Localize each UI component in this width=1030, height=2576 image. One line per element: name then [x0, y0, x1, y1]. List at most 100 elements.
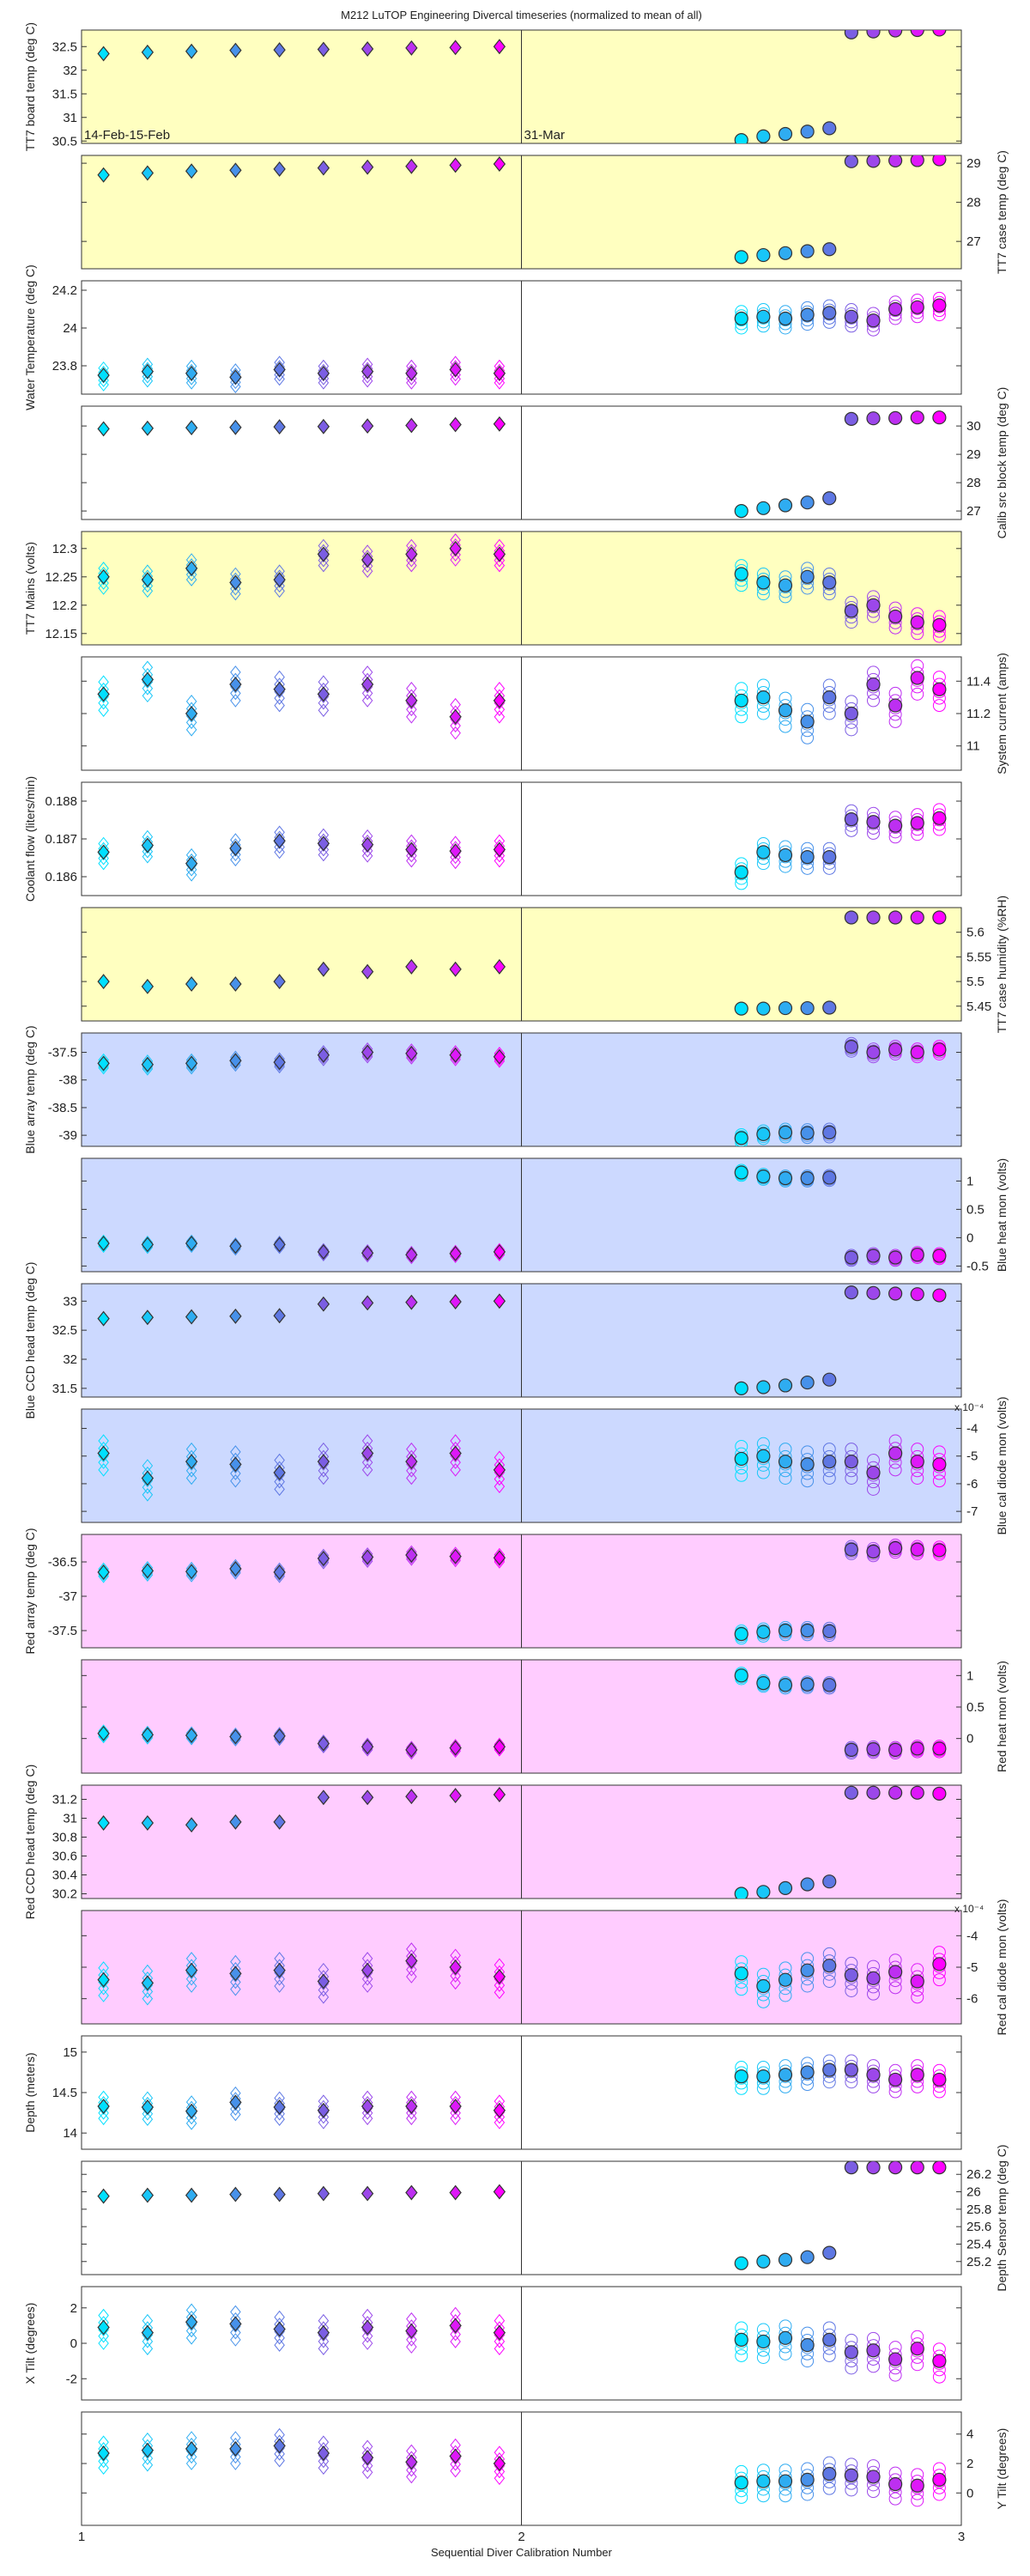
scatter-point-mean — [185, 560, 198, 576]
scatter-point-raw — [406, 2332, 417, 2347]
scatter-point-mean — [910, 2068, 924, 2082]
scatter-point-mean — [317, 365, 330, 381]
y-tick-label: -2 — [66, 2372, 77, 2386]
scatter-point-mean — [822, 850, 837, 865]
scatter-point-raw — [494, 854, 506, 868]
scatter-point-mean — [317, 1454, 330, 1470]
scatter-point-mean — [493, 2456, 506, 2471]
scatter-point-raw — [406, 2470, 417, 2484]
scatter-point-mean — [734, 250, 748, 264]
scatter-point-raw — [318, 2454, 330, 2469]
scatter-point-raw — [185, 1471, 197, 1485]
y-tick-label: 0.188 — [45, 794, 77, 809]
scatter-point-mean — [734, 1668, 748, 1683]
scatter-point-raw — [494, 2110, 506, 2124]
scatter-point-raw — [98, 2111, 109, 2125]
markers-group — [97, 1036, 947, 1146]
scatter-point-mean — [910, 30, 924, 38]
scatter-point-raw — [822, 2482, 836, 2495]
scatter-point-mean — [756, 2254, 771, 2269]
scatter-point-mean — [800, 1375, 815, 1390]
y-axis-label: System current (amps) — [995, 653, 1009, 775]
scatter-point-mean — [866, 2343, 881, 2358]
scatter-point-raw — [822, 707, 836, 720]
scatter-point-mean — [778, 1678, 793, 1692]
scatter-point-raw — [932, 699, 946, 713]
scatter-point-raw — [932, 1973, 946, 1987]
scatter-point-raw — [142, 1991, 154, 2006]
panel-10: 31.5 32 32.5 33 Blue CCD head temp (deg C) — [23, 1262, 962, 1419]
scatter-point-mean — [734, 2069, 748, 2084]
y-axis-label: TT7 case temp (deg C) — [995, 150, 1009, 274]
scatter-point-mean — [888, 2072, 903, 2087]
scatter-point-mean — [778, 498, 793, 513]
panel-12: -37.5 -37 -36.5 Red array temp (deg C) — [23, 1528, 962, 1655]
scatter-point-raw — [230, 2107, 241, 2122]
scatter-point-raw — [822, 1471, 836, 1485]
y-tick-label: -4 — [966, 1422, 978, 1437]
scatter-point-raw — [98, 696, 109, 710]
scatter-point-mean — [910, 2478, 924, 2493]
scatter-point-raw — [98, 1463, 109, 1477]
y-tick-label: 15 — [63, 2045, 77, 2060]
scatter-point-raw — [142, 1488, 154, 1502]
scatter-point-mean — [756, 1380, 771, 1394]
y-tick-label: 32 — [63, 64, 77, 78]
scatter-point-mean — [844, 1542, 858, 1557]
scatter-point-mean — [822, 1624, 837, 1638]
scatter-point-raw — [318, 1471, 330, 1485]
markers-group — [97, 1785, 947, 1899]
markers-group — [97, 659, 947, 744]
scatter-point-mean — [734, 567, 748, 581]
scatter-point-mean — [844, 1039, 858, 1054]
scatter-point-raw — [845, 2483, 858, 2497]
scatter-point-mean — [756, 1127, 771, 1141]
y-tick-label: 14.5 — [52, 2086, 77, 2100]
scatter-point-mean — [493, 1461, 506, 1478]
scatter-point-mean — [317, 961, 330, 977]
markers-group — [97, 2054, 947, 2130]
scatter-point-mean — [317, 1551, 330, 1566]
panel-13: 0 0.5 1 Red heat mon (volts) — [81, 1659, 1009, 1774]
scatter-point-mean — [778, 578, 793, 592]
scatter-point-mean — [97, 1445, 110, 1461]
y-tick-label: 30.5 — [52, 134, 77, 149]
scatter-point-raw — [230, 2450, 241, 2464]
scatter-point-raw — [361, 564, 373, 579]
scatter-point-mean — [273, 42, 286, 58]
scatter-point-raw — [450, 2111, 461, 2125]
scatter-point-mean — [756, 501, 771, 515]
y-tick-label: 31 — [63, 111, 77, 125]
scatter-point-mean — [778, 2068, 793, 2082]
scatter-point-raw — [406, 1962, 417, 1977]
scatter-point-mean — [141, 363, 154, 380]
markers-group — [97, 1163, 947, 1267]
scatter-point-mean — [97, 368, 110, 383]
scatter-point-mean — [888, 2476, 903, 2492]
y-tick-label: -37.5 — [48, 1046, 77, 1060]
scatter-point-mean — [778, 703, 793, 718]
markers-group — [97, 803, 947, 890]
y-axis-label: Water Temperature (deg C) — [23, 264, 37, 410]
scatter-point-mean — [229, 1308, 242, 1324]
scatter-point-mean — [185, 2103, 198, 2119]
y-tick-label: 32 — [63, 1352, 77, 1367]
scatter-point-mean — [185, 1055, 198, 1072]
scatter-point-mean — [97, 1815, 110, 1831]
y-tick-label: 24 — [63, 321, 77, 336]
scatter-point-raw — [318, 848, 330, 862]
y-tick-label: 30.4 — [52, 1868, 77, 1883]
scatter-point-raw — [932, 1474, 946, 1488]
scatter-point-mean — [932, 1288, 947, 1303]
y-tick-label: 5.6 — [966, 926, 985, 940]
scatter-point-mean — [910, 2342, 924, 2356]
panel-1: 27 28 29 TT7 case temp (deg C) — [81, 150, 1009, 274]
scatter-point-mean — [866, 1785, 881, 1800]
scatter-point-mean — [360, 677, 374, 693]
scatter-point-raw — [185, 2457, 197, 2470]
y-tick-label: 25.6 — [966, 2220, 991, 2234]
y-axis-label: Blue cal diode mon (volts) — [995, 1396, 1009, 1534]
scatter-point-mean — [778, 1000, 793, 1016]
scatter-point-raw — [911, 1990, 924, 2004]
scatter-point-raw — [230, 2102, 241, 2116]
